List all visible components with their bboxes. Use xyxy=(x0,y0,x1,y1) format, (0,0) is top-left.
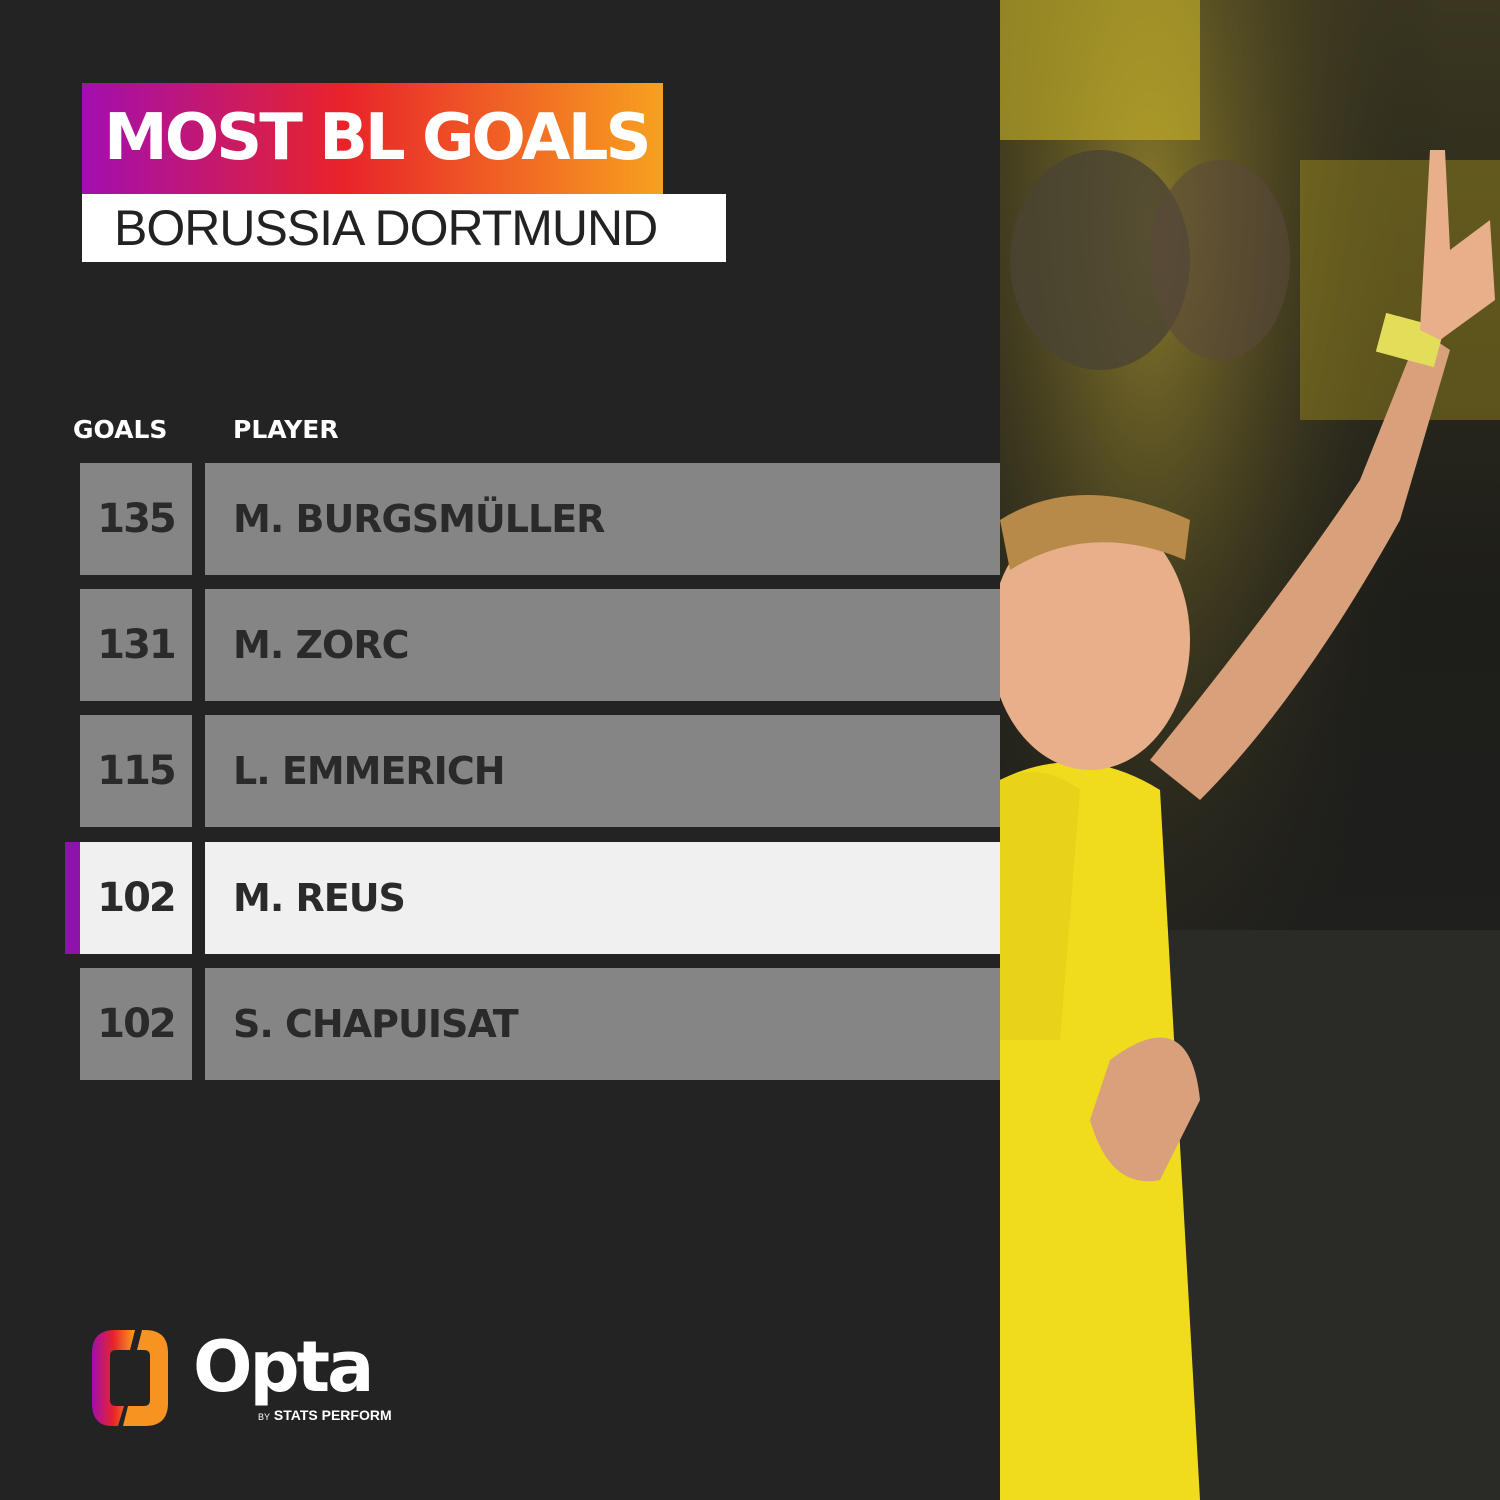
goals-cell: 135 xyxy=(80,463,192,575)
table-row-highlighted: 102 M. REUS xyxy=(65,842,1000,954)
by-label: BY xyxy=(258,1412,271,1422)
opta-logo-icon xyxy=(92,1330,168,1426)
opta-logo-text: Opta xyxy=(193,1326,374,1408)
column-header-player: PLAYER xyxy=(233,415,339,444)
stats-perform-tagline: BY STATS PERFORM xyxy=(258,1406,392,1424)
player-cell: L. EMMERICH xyxy=(205,715,1000,827)
goals-cell: 102 xyxy=(80,968,192,1080)
table-row: 135 M. BURGSMÜLLER xyxy=(80,463,1000,575)
player-cell: M. ZORC xyxy=(205,589,1000,701)
title: MOST BL GOALS xyxy=(82,83,663,194)
goals-cell: 131 xyxy=(80,589,192,701)
column-header-goals: GOALS xyxy=(73,415,168,444)
player-photo-illustration xyxy=(1000,0,1500,1500)
player-cell: S. CHAPUISAT xyxy=(205,968,1000,1080)
table-row: 131 M. ZORC xyxy=(80,589,1000,701)
highlight-marker xyxy=(65,842,80,954)
goals-cell: 115 xyxy=(80,715,192,827)
table-row: 102 S. CHAPUISAT xyxy=(80,968,1000,1080)
player-photo xyxy=(1000,0,1500,1500)
player-cell: M. REUS xyxy=(205,842,1000,954)
goals-cell: 102 xyxy=(80,842,192,954)
table-row: 115 L. EMMERICH xyxy=(80,715,1000,827)
company-name: STATS PERFORM xyxy=(273,1407,392,1423)
subtitle: BORUSSIA DORTMUND xyxy=(82,194,726,262)
player-cell: M. BURGSMÜLLER xyxy=(205,463,1000,575)
